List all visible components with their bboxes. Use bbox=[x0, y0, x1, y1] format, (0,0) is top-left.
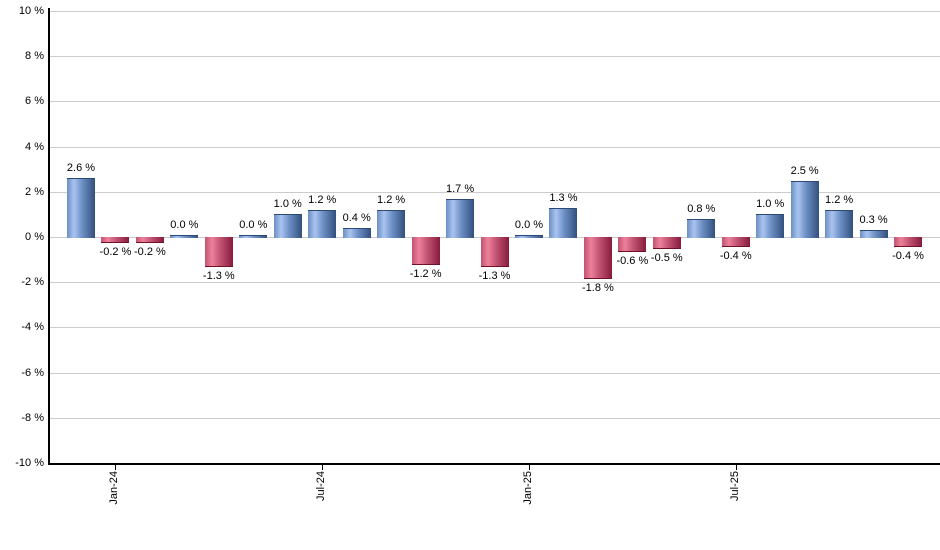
bar-oct-25[interactable] bbox=[825, 209, 854, 238]
bar-value-label-nov-25: 0.3 % bbox=[859, 214, 888, 227]
x-tick-mark-jul-24 bbox=[322, 465, 324, 470]
bar-value-label-aug-24: 0.4 % bbox=[342, 211, 371, 224]
bar-value-label-dec-24: -1.3 % bbox=[478, 270, 511, 283]
bar-sep-24[interactable] bbox=[377, 209, 406, 238]
y-tick-label--2: -2 % bbox=[21, 276, 44, 289]
y-tick-label-8: 8 % bbox=[25, 50, 44, 63]
y-tick-label--10: -10 % bbox=[15, 457, 44, 469]
gridline--2 bbox=[50, 282, 940, 284]
bar-dec-23[interactable] bbox=[67, 178, 95, 238]
y-tick-label--6: -6 % bbox=[21, 366, 44, 379]
bar-feb-24[interactable] bbox=[135, 237, 164, 243]
bar-value-label-jul-24: 1.2 % bbox=[308, 193, 337, 206]
bar-value-label-apr-25: -0.6 % bbox=[616, 254, 649, 267]
x-tick-mark-jan-25 bbox=[528, 465, 530, 470]
y-tick-label-6: 6 % bbox=[25, 95, 44, 108]
gridline-6 bbox=[50, 101, 940, 103]
bar-jun-24[interactable] bbox=[273, 214, 302, 238]
y-tick-label-2: 2 % bbox=[25, 185, 44, 198]
gridline--8 bbox=[50, 417, 940, 419]
bar-value-label-may-25: -0.5 % bbox=[650, 252, 683, 265]
bar-value-label-may-24: 0.0 % bbox=[239, 219, 268, 231]
gridline-2 bbox=[50, 191, 940, 193]
bar-jul-24[interactable] bbox=[308, 209, 337, 238]
bar-mar-24[interactable] bbox=[170, 235, 199, 238]
bar-value-label-jul-25: -0.4 % bbox=[719, 250, 752, 263]
x-tick-label-jan-24: Jan-24 bbox=[108, 471, 121, 505]
bar-value-label-feb-24: -0.2 % bbox=[134, 245, 166, 258]
bar-value-label-apr-24: -1.3 % bbox=[202, 270, 235, 283]
bar-value-label-mar-24: 0.0 % bbox=[170, 219, 199, 231]
bar-jun-25[interactable] bbox=[687, 218, 716, 238]
x-tick-label-jul-25: Jul-25 bbox=[728, 471, 741, 501]
gridline--4 bbox=[50, 327, 940, 329]
gridline-4 bbox=[50, 146, 940, 148]
bar-value-label-jun-24: 1.0 % bbox=[273, 198, 302, 211]
x-tick-label-jul-24: Jul-24 bbox=[315, 471, 328, 501]
bar-nov-25[interactable] bbox=[859, 230, 888, 238]
bar-jul-25[interactable] bbox=[721, 237, 750, 248]
bar-value-label-mar-25: -1.8 % bbox=[581, 281, 614, 294]
bar-value-label-dec-25: -0.4 % bbox=[892, 250, 924, 263]
bar-value-label-oct-24: -1.2 % bbox=[409, 268, 442, 281]
bar-value-label-aug-25: 1.0 % bbox=[756, 198, 785, 211]
bar-jan-25[interactable] bbox=[514, 235, 543, 238]
bar-value-label-nov-24: 1.7 % bbox=[445, 182, 475, 195]
bar-may-25[interactable] bbox=[652, 237, 681, 250]
bar-mar-25[interactable] bbox=[583, 237, 612, 279]
y-tick-label-10: 10 % bbox=[18, 5, 44, 17]
bar-value-label-jan-25: 0.0 % bbox=[514, 219, 544, 231]
y-tick-label--8: -8 % bbox=[21, 411, 44, 424]
y-axis-line bbox=[48, 8, 50, 465]
bar-value-label-feb-25: 1.3 % bbox=[549, 191, 578, 204]
gridline--6 bbox=[50, 372, 940, 374]
bar-value-label-dec-23: 2.6 % bbox=[66, 162, 96, 175]
bar-nov-24[interactable] bbox=[446, 198, 475, 238]
x-tick-label-jan-25: Jan-25 bbox=[521, 471, 534, 505]
bar-value-label-oct-25: 1.2 % bbox=[825, 193, 854, 206]
bar-aug-25[interactable] bbox=[756, 214, 785, 238]
bar-apr-24[interactable] bbox=[204, 237, 233, 268]
bar-oct-24[interactable] bbox=[411, 237, 440, 266]
bar-value-label-jan-24: -0.2 % bbox=[99, 245, 132, 258]
y-tick-label--4: -4 % bbox=[21, 321, 44, 334]
bar-jan-24[interactable] bbox=[101, 237, 130, 243]
y-tick-label-0: 0 % bbox=[25, 231, 44, 243]
x-axis-line bbox=[48, 463, 940, 465]
bar-value-label-jun-25: 0.8 % bbox=[687, 202, 716, 215]
bar-value-label-sep-24: 1.2 % bbox=[377, 193, 406, 206]
bar-dec-24[interactable] bbox=[480, 237, 509, 268]
bar-feb-25[interactable] bbox=[549, 207, 578, 238]
x-tick-mark-jul-25 bbox=[735, 465, 737, 470]
bar-sep-25[interactable] bbox=[790, 180, 819, 238]
bar-value-label-sep-25: 2.5 % bbox=[790, 164, 819, 177]
bar-may-24[interactable] bbox=[239, 235, 268, 238]
bar-apr-25[interactable] bbox=[618, 237, 647, 252]
gridline-10 bbox=[50, 11, 940, 12]
x-tick-mark-jan-24 bbox=[115, 465, 117, 470]
y-tick-label-4: 4 % bbox=[25, 140, 44, 153]
gridline-8 bbox=[50, 56, 940, 58]
bar-aug-24[interactable] bbox=[342, 227, 371, 238]
bar-dec-25[interactable] bbox=[894, 237, 923, 248]
